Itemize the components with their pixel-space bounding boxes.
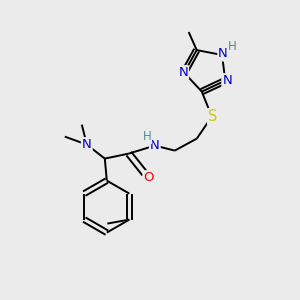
Text: N: N [150, 139, 160, 152]
Text: N: N [82, 138, 92, 151]
Text: S: S [208, 109, 218, 124]
Text: N: N [178, 66, 188, 79]
Text: H: H [228, 40, 236, 53]
Text: O: O [144, 171, 154, 184]
Text: N: N [218, 47, 228, 61]
Text: N: N [222, 74, 232, 87]
Text: H: H [142, 130, 151, 143]
